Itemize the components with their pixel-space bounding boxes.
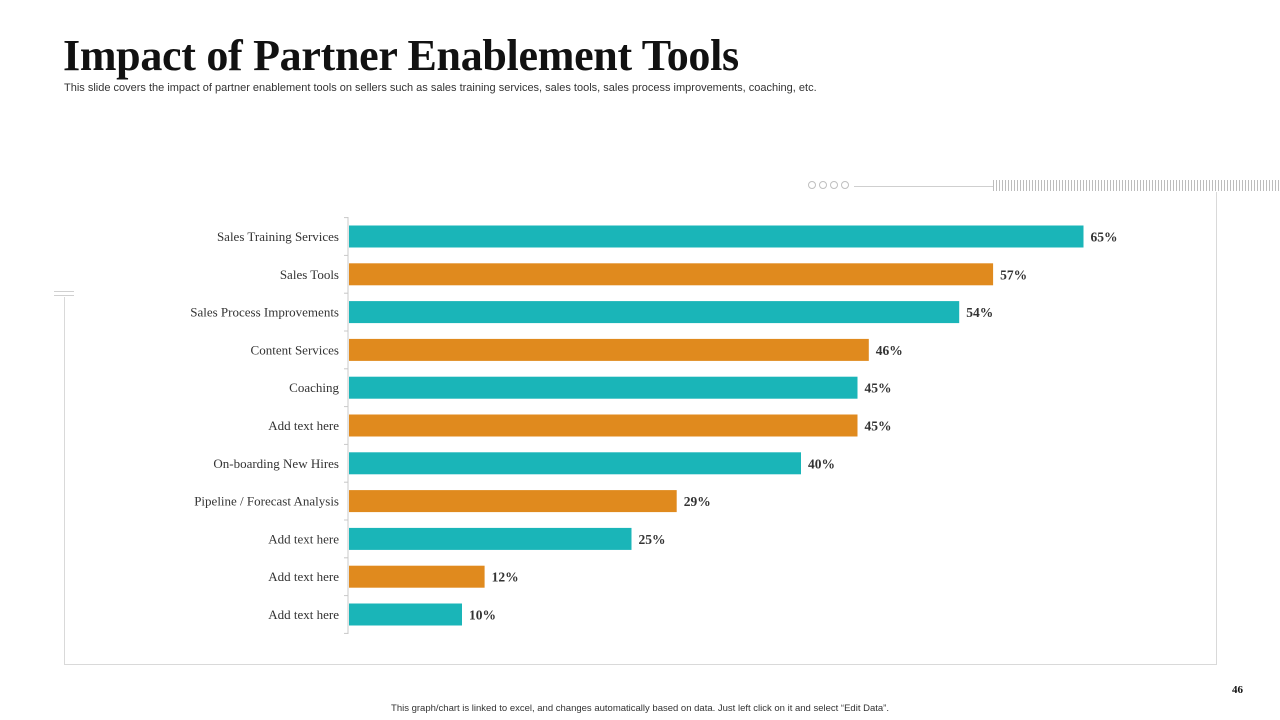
bar[interactable] xyxy=(349,376,858,399)
bar[interactable] xyxy=(349,263,994,286)
decorative-line xyxy=(854,186,994,187)
bar[interactable] xyxy=(349,603,462,626)
data-label: 46% xyxy=(876,343,903,358)
decorative-dots xyxy=(808,181,849,189)
category-label: Add text here xyxy=(268,607,339,622)
category-label: Pipeline / Forecast Analysis xyxy=(194,494,339,509)
data-label: 45% xyxy=(865,419,892,434)
bar[interactable] xyxy=(349,490,677,513)
data-label: 57% xyxy=(1000,267,1027,282)
data-label: 29% xyxy=(684,494,711,509)
bar[interactable] xyxy=(349,414,858,437)
bar[interactable] xyxy=(349,338,869,361)
frame-tick-top xyxy=(54,291,74,292)
data-label: 25% xyxy=(639,532,666,547)
frame-left-border xyxy=(64,297,65,665)
bar[interactable] xyxy=(349,452,801,475)
category-label: Sales Process Improvements xyxy=(190,305,339,320)
category-label: Coaching xyxy=(289,380,339,395)
category-label: On-boarding New Hires xyxy=(213,456,339,471)
category-label: Add text here xyxy=(268,418,339,433)
bar[interactable] xyxy=(349,565,485,588)
dot-icon xyxy=(830,181,838,189)
frame-right-border xyxy=(1216,192,1217,665)
footer-note: This graph/chart is linked to excel, and… xyxy=(391,703,889,714)
category-label: Content Services xyxy=(251,342,339,357)
bar[interactable] xyxy=(349,301,960,324)
bar[interactable] xyxy=(349,225,1084,248)
frame-tick-bottom xyxy=(54,295,74,296)
category-label: Add text here xyxy=(268,531,339,546)
dot-icon xyxy=(808,181,816,189)
page-title: Impact of Partner Enablement Tools xyxy=(63,31,739,80)
data-label: 12% xyxy=(492,570,519,585)
category-label: Sales Training Services xyxy=(217,229,339,244)
data-label: 10% xyxy=(469,608,496,623)
dot-icon xyxy=(841,181,849,189)
data-label: 45% xyxy=(865,381,892,396)
dot-icon xyxy=(819,181,827,189)
category-label: Add text here xyxy=(268,569,339,584)
data-label: 40% xyxy=(808,456,835,471)
data-label: 54% xyxy=(966,305,993,320)
page-subtitle: This slide covers the impact of partner … xyxy=(64,82,817,94)
frame-bottom-border xyxy=(64,664,1217,665)
data-label: 65% xyxy=(1091,230,1118,245)
page-number: 46 xyxy=(1232,684,1243,696)
category-label: Sales Tools xyxy=(280,267,339,282)
bar[interactable] xyxy=(349,527,632,550)
decorative-hatch xyxy=(993,180,1280,191)
